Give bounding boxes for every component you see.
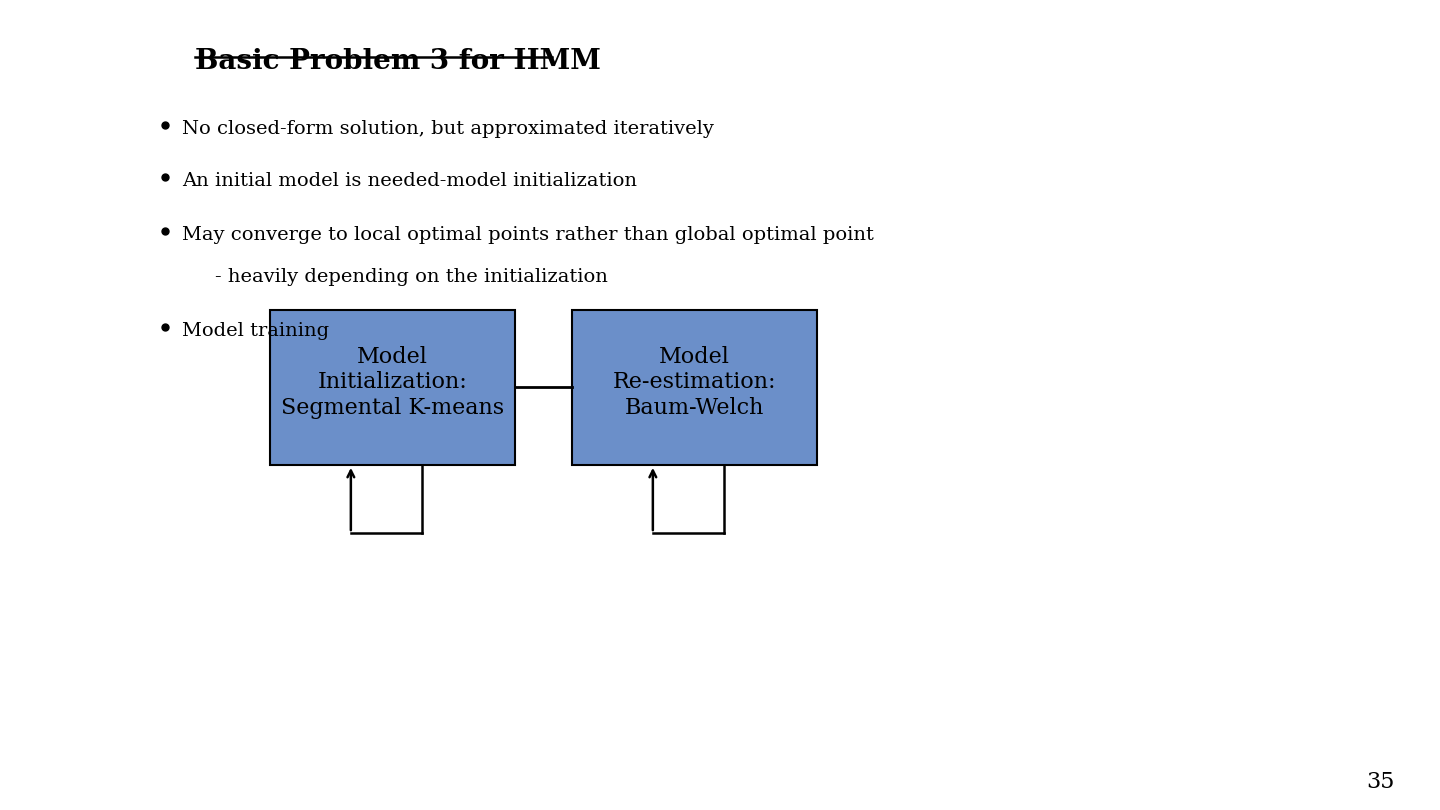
Text: No closed-form solution, but approximated iteratively: No closed-form solution, but approximate… (181, 120, 714, 138)
Text: May converge to local optimal points rather than global optimal point: May converge to local optimal points rat… (181, 226, 874, 244)
Text: An initial model is needed-model initialization: An initial model is needed-model initial… (181, 172, 636, 190)
Text: Model
Initialization:
Segmental K-means: Model Initialization: Segmental K-means (281, 346, 504, 419)
Text: 35: 35 (1365, 771, 1394, 793)
Text: Basic Problem 3 for HMM: Basic Problem 3 for HMM (194, 48, 600, 75)
Bar (271, 310, 516, 465)
Text: - heavily depending on the initialization: - heavily depending on the initializatio… (215, 268, 608, 286)
Text: Model training: Model training (181, 322, 330, 340)
Text: Model
Re-estimation:
Baum-Welch: Model Re-estimation: Baum-Welch (613, 346, 776, 419)
Bar (572, 310, 816, 465)
